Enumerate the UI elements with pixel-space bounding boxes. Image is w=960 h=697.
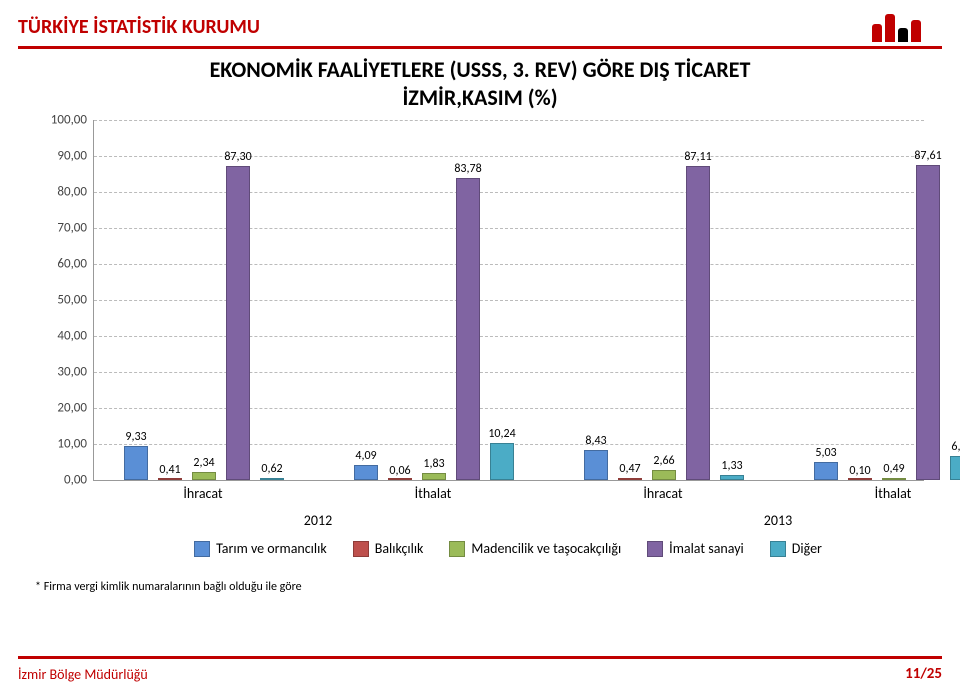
y-tick-label: 30,00	[35, 365, 87, 380]
y-tick-label: 0,00	[35, 473, 87, 488]
header-divider	[18, 46, 942, 49]
bar	[814, 462, 838, 480]
bar	[950, 456, 960, 480]
footer-left: İzmir Bölge Müdürlüğü	[18, 666, 148, 683]
gridline	[94, 192, 924, 193]
bar-value-label: 0,49	[883, 462, 904, 476]
legend: Tarım ve ormancılık Balıkçılık Madencilik …	[93, 540, 923, 557]
slide-page: TÜRKİYE İSTATİSTİK KURUMU EKONOMİK FAALİ…	[0, 0, 960, 697]
legend-label: İmalat sanayi	[669, 540, 744, 557]
header: TÜRKİYE İSTATİSTİK KURUMU	[18, 12, 942, 42]
org-title: TÜRKİYE İSTATİSTİK KURUMU	[18, 15, 260, 39]
legend-item: Madencilik ve taşocakçılığı	[449, 540, 621, 557]
y-tick-label: 80,00	[35, 185, 87, 200]
y-tick-label: 10,00	[35, 437, 87, 452]
legend-label: Tarım ve ormancılık	[216, 540, 327, 557]
y-tick-label: 90,00	[35, 149, 87, 164]
bar	[388, 478, 412, 480]
bar-value-label: 87,11	[684, 150, 711, 164]
legend-item: Balıkçılık	[353, 540, 424, 557]
bar	[158, 478, 182, 480]
bar	[192, 472, 216, 480]
bar	[848, 478, 872, 480]
legend-item: İmalat sanayi	[647, 540, 744, 557]
legend-swatch	[449, 541, 465, 557]
bar	[916, 165, 940, 480]
bar	[584, 450, 608, 480]
bar	[422, 473, 446, 480]
gridline	[94, 120, 924, 121]
bar	[686, 166, 710, 480]
chart-title-line2: İZMİR,KASIM (%)	[0, 84, 960, 112]
y-tick-label: 40,00	[35, 329, 87, 344]
y-tick-label: 60,00	[35, 257, 87, 272]
bar	[260, 478, 284, 480]
plot-area: 9,33 0,41 2,34 87,30 0,62 4,09 0,06 1,83 83,78 10…	[93, 120, 924, 481]
bar	[720, 475, 744, 480]
bar-value-label: 0,62	[261, 462, 282, 476]
legend-label: Diğer	[792, 540, 822, 557]
bar-value-label: 2,34	[193, 456, 214, 470]
bar-value-label: 0,10	[849, 464, 870, 478]
footnote: * Firma vergi kimlik numaralarının bağlı…	[35, 580, 302, 594]
bar-value-label: 8,43	[585, 434, 606, 448]
bar-value-label: 4,09	[355, 449, 376, 463]
bar	[456, 178, 480, 480]
x-group-label: İhracat	[583, 485, 743, 502]
gridline	[94, 408, 924, 409]
legend-swatch	[647, 541, 663, 557]
gridline	[94, 300, 924, 301]
bar-value-label: 1,33	[721, 459, 742, 473]
legend-swatch	[353, 541, 369, 557]
gridline	[94, 264, 924, 265]
bar	[226, 166, 250, 480]
bar-value-label: 0,06	[389, 464, 410, 478]
bar	[354, 465, 378, 480]
bar-value-label: 10,24	[488, 427, 515, 441]
x-year-label: 2013	[583, 512, 960, 529]
chart-title-line1: EKONOMİK FAALİYETLERE (USSS, 3. REV) GÖR…	[0, 56, 960, 84]
bar-value-label: 1,83	[423, 457, 444, 471]
legend-label: Madencilik ve taşocakçılığı	[471, 540, 621, 557]
bar-value-label: 83,78	[454, 162, 481, 176]
x-axis-groups: İhracatİthalatİhracatİthalat	[93, 485, 923, 509]
footer-divider	[18, 656, 942, 659]
gridline	[94, 372, 924, 373]
bar-value-label: 87,61	[914, 149, 941, 163]
bar	[124, 446, 148, 480]
gridline	[94, 228, 924, 229]
bar	[652, 470, 676, 480]
bar-value-label: 0,41	[159, 463, 180, 477]
legend-swatch	[194, 541, 210, 557]
bar-value-label: 6,78	[951, 440, 960, 454]
bar-value-label: 9,33	[125, 430, 146, 444]
gridline	[94, 156, 924, 157]
chart: 9,33 0,41 2,34 87,30 0,62 4,09 0,06 1,83 83,78 10…	[35, 120, 930, 560]
x-group-label: İthalat	[353, 485, 513, 502]
bar	[882, 478, 906, 480]
y-tick-label: 20,00	[35, 401, 87, 416]
bar	[618, 478, 642, 480]
bar	[490, 443, 514, 480]
bar-value-label: 2,66	[653, 454, 674, 468]
chart-title: EKONOMİK FAALİYETLERE (USSS, 3. REV) GÖR…	[0, 56, 960, 111]
legend-item: Diğer	[770, 540, 822, 557]
legend-item: Tarım ve ormancılık	[194, 540, 327, 557]
x-group-label: İthalat	[813, 485, 960, 502]
legend-label: Balıkçılık	[375, 540, 424, 557]
y-tick-label: 50,00	[35, 293, 87, 308]
y-tick-label: 100,00	[35, 113, 87, 128]
x-group-label: İhracat	[123, 485, 283, 502]
logo-icon	[872, 12, 942, 42]
x-year-label: 2012	[123, 512, 513, 529]
gridline	[94, 336, 924, 337]
legend-swatch	[770, 541, 786, 557]
x-axis-years: 20122013	[93, 512, 923, 536]
page-number: 11/25	[905, 665, 942, 683]
bar-value-label: 0,47	[619, 462, 640, 476]
bar-value-label: 5,03	[815, 446, 836, 460]
y-tick-label: 70,00	[35, 221, 87, 236]
bar-value-label: 87,30	[224, 150, 251, 164]
